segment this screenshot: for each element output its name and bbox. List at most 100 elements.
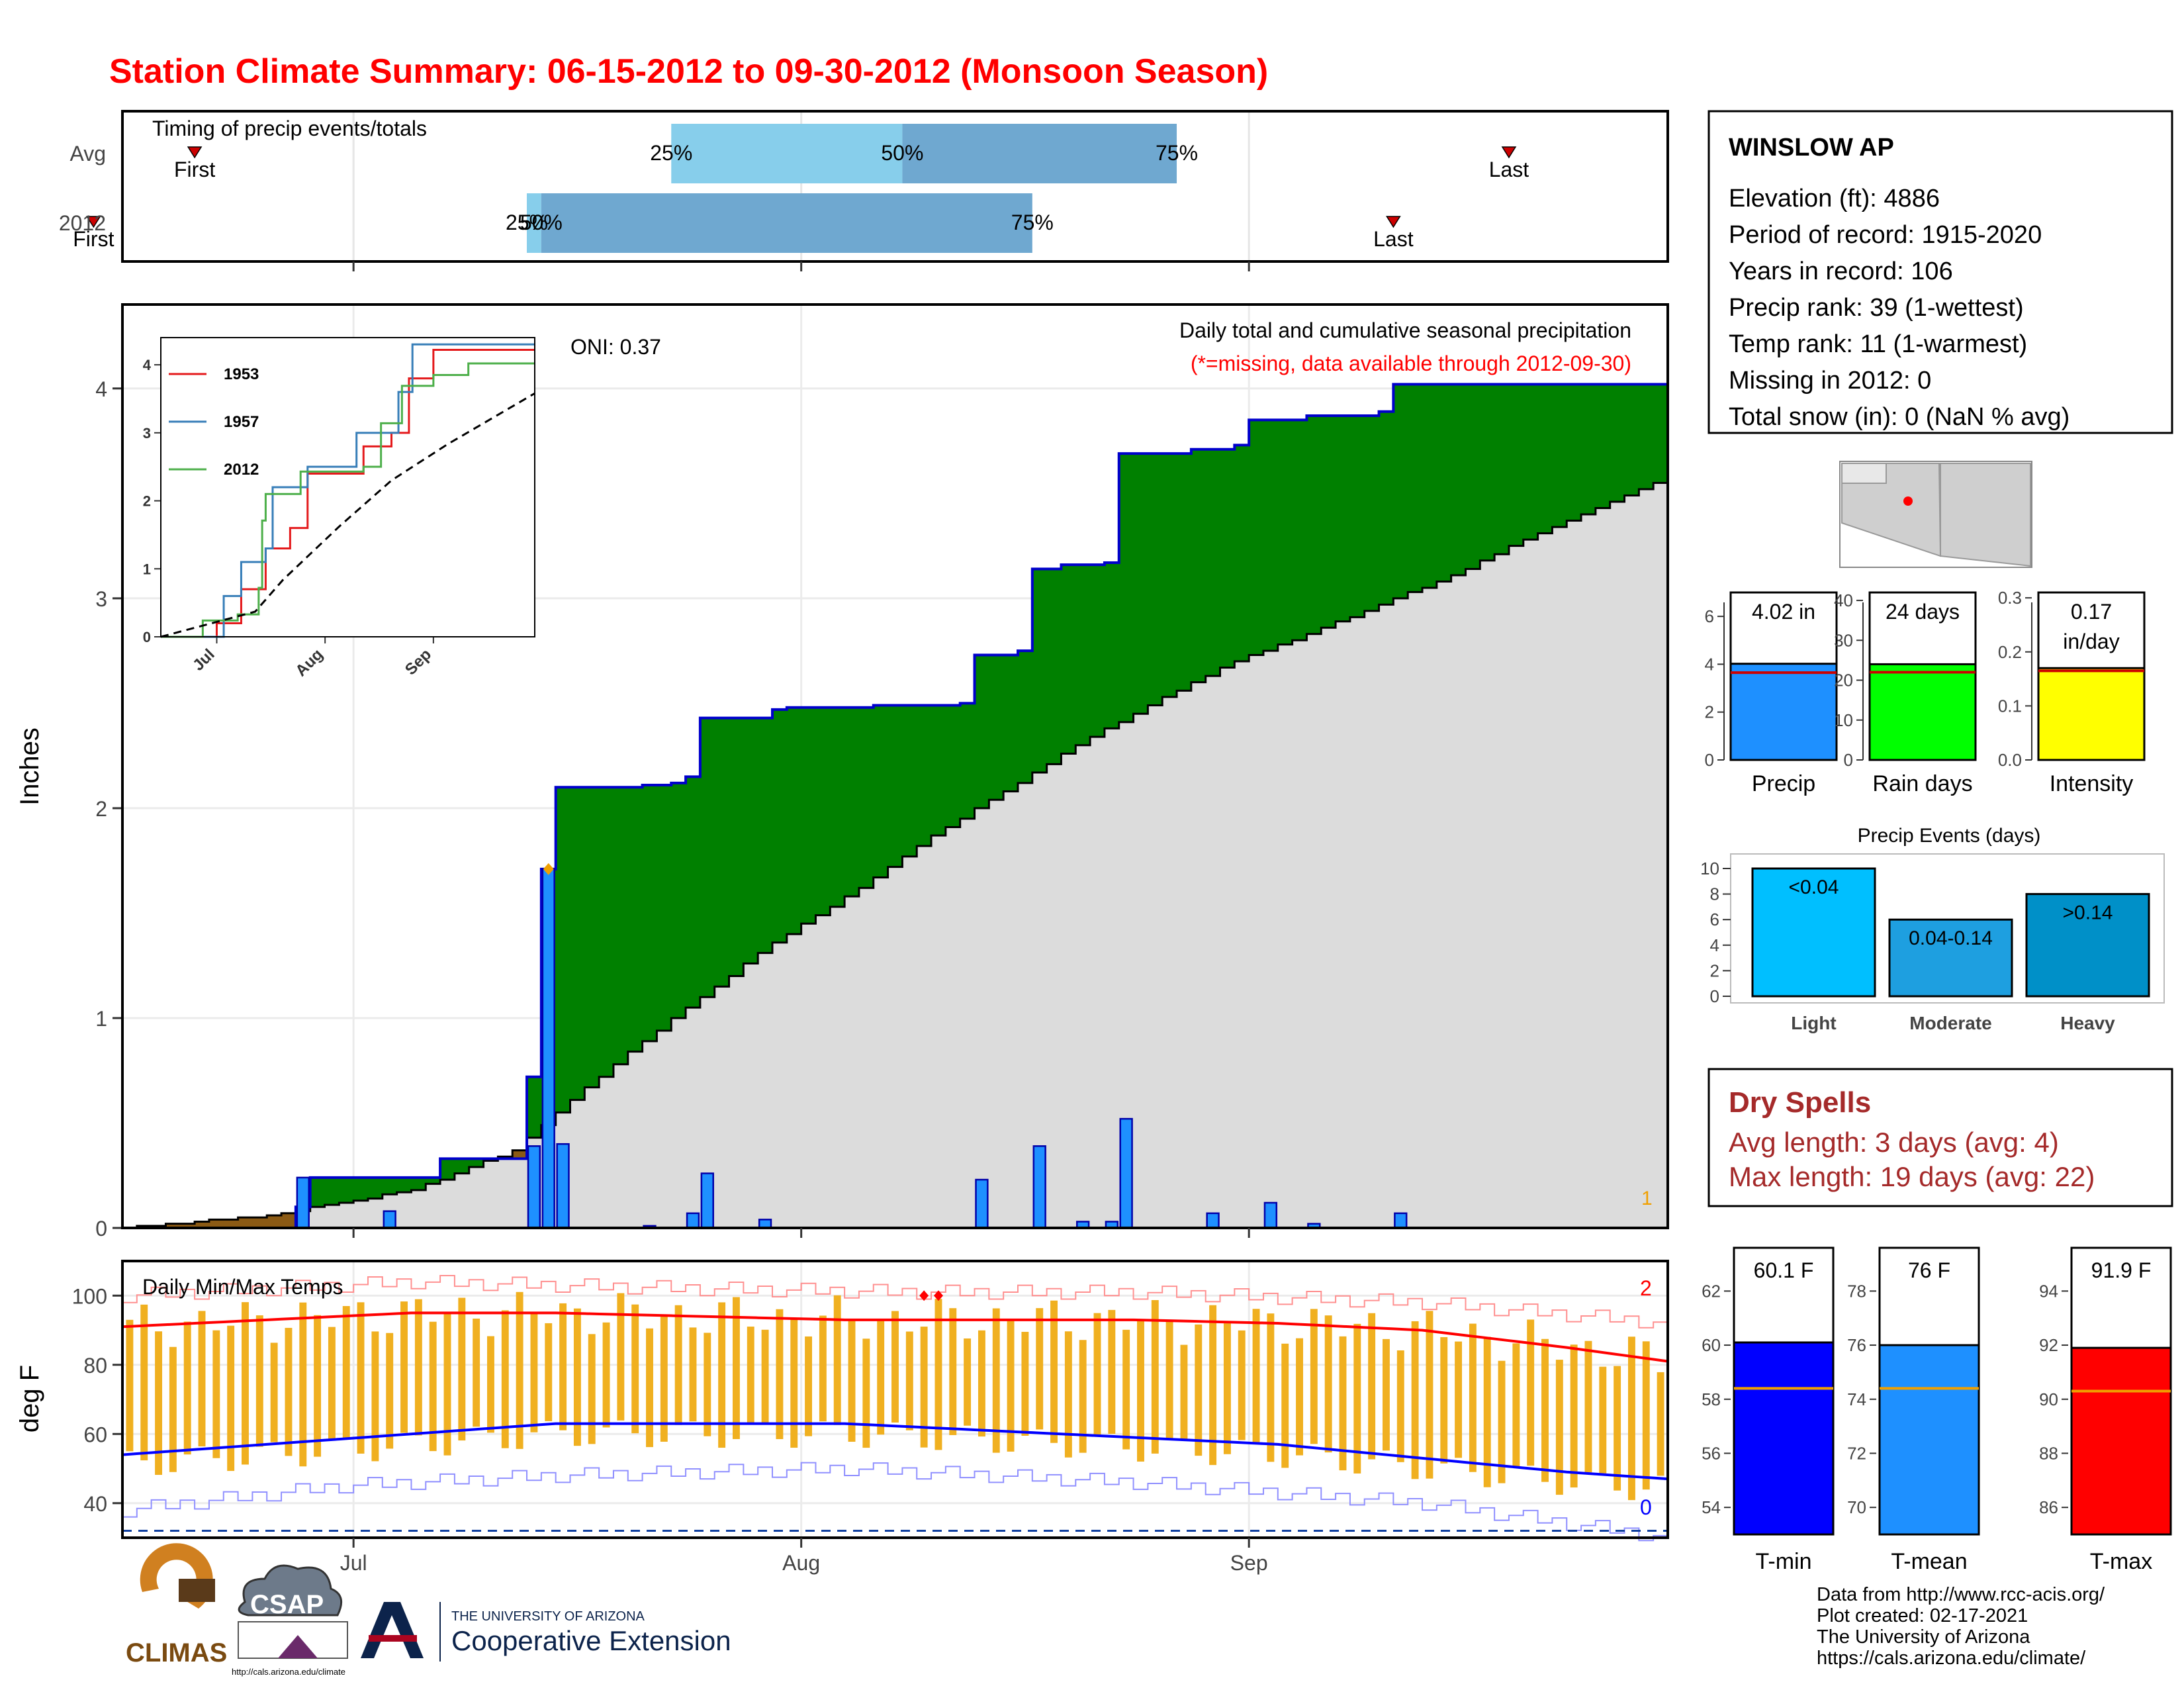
daily-temp-bar <box>1209 1305 1217 1466</box>
station-snow: Total snow (in): 0 (NaN % avg) <box>1729 403 2070 431</box>
daily-temp-bar <box>877 1319 885 1435</box>
daily-temp-bar <box>357 1302 365 1454</box>
inset-legend-label: 1953 <box>224 365 259 383</box>
daily-temp-bar <box>1353 1323 1361 1474</box>
above-normal-fill <box>858 707 874 888</box>
daily-temp-bar <box>559 1303 567 1430</box>
above-normal-fill <box>1162 453 1177 697</box>
daily-temp-bar <box>862 1338 870 1448</box>
daily-temp-bar <box>1238 1330 1246 1440</box>
below-normal-fill <box>223 1219 239 1228</box>
tbar-value-bar <box>1733 1341 1835 1536</box>
events-bar-label: <0.04 <box>1789 876 1839 898</box>
daily-temp-bar <box>1411 1321 1419 1479</box>
timing-first-label: First <box>73 227 114 251</box>
daily-temp-bar <box>1368 1313 1376 1460</box>
tbar-value-bar <box>1878 1344 1980 1536</box>
above-normal-fill <box>830 707 845 907</box>
daily-temp-bar <box>1657 1372 1664 1476</box>
tbar-ytick-label: 56 <box>1702 1443 1721 1463</box>
daily-temp-bar <box>1599 1366 1607 1474</box>
above-normal-fill <box>1118 453 1134 722</box>
temp-ytick-label: 80 <box>83 1354 107 1378</box>
above-normal-fill <box>1277 420 1293 645</box>
above-normal-fill <box>440 1158 455 1180</box>
tbar-ytick-label: 92 <box>2039 1335 2058 1355</box>
above-normal-fill <box>642 785 658 1041</box>
above-normal-fill <box>801 707 817 924</box>
daily-temp-bar <box>1180 1344 1188 1439</box>
daily-temp-bar <box>776 1309 784 1440</box>
daily-temp-bar <box>833 1295 841 1425</box>
daily-temp-bar <box>573 1308 581 1446</box>
mini-ytick-label: 6 <box>1705 606 1714 626</box>
above-normal-fill <box>411 1177 426 1190</box>
daily-temp-bar <box>516 1291 523 1449</box>
above-normal-fill <box>1494 384 1510 555</box>
tbar-ytick-label: 88 <box>2039 1443 2058 1463</box>
above-normal-fill <box>1451 384 1467 575</box>
above-normal-fill <box>1393 384 1408 598</box>
above-normal-fill <box>1508 384 1524 546</box>
above-normal-fill <box>1220 449 1235 668</box>
timing-last-label: Last <box>1373 227 1414 251</box>
daily-temp-bar <box>631 1304 639 1434</box>
above-normal-fill <box>1321 416 1336 628</box>
daily-temp-bar <box>1050 1300 1058 1443</box>
precip-ytick-label: 2 <box>95 797 107 821</box>
tbar-ytick-label: 94 <box>2039 1281 2058 1301</box>
above-normal-fill <box>686 776 701 1008</box>
above-normal-fill <box>367 1177 383 1199</box>
above-normal-fill <box>931 705 946 836</box>
mini-ytick-label: 10 <box>1834 710 1853 730</box>
temp-ytick-label: 60 <box>83 1423 107 1446</box>
daily-temp-bar <box>905 1331 913 1430</box>
daily-temp-bar <box>487 1336 494 1433</box>
mini-value-bar <box>1868 663 1977 761</box>
inset-ytick-label: 2 <box>143 493 151 510</box>
dry-spells-max: Max length: 19 days (avg: 22) <box>1729 1161 2095 1192</box>
daily-temp-bar <box>934 1299 942 1450</box>
tbar-ytick-label: 72 <box>1847 1443 1866 1463</box>
tbar-label: T-min <box>1756 1549 1812 1574</box>
mini-value-label: 24 days <box>1886 600 1960 624</box>
timing-box-upper <box>902 124 1177 183</box>
mini-value-unit: in/day <box>2063 630 2119 653</box>
tbar-ytick-label: 60 <box>1702 1335 1721 1355</box>
timing-p25-label: 25% <box>650 141 692 165</box>
dry-spells-avg: Avg length: 3 days (avg: 4) <box>1729 1127 2059 1158</box>
events-bar-label: 0.04-0.14 <box>1909 927 1993 949</box>
university-of-arizona-logo: THE UNIVERSITY OF ARIZONA Cooperative Ex… <box>361 1602 731 1662</box>
station-marker <box>1903 496 1913 506</box>
daily-precip-bar <box>686 1212 700 1229</box>
footer-credits: Data from http://www.rcc-acis.org/ Plot … <box>1817 1584 2105 1669</box>
daily-temp-bar <box>1642 1341 1650 1490</box>
temp-ytick-label: 100 <box>72 1284 107 1308</box>
below-normal-fill <box>195 1221 210 1228</box>
max-daily-marker <box>543 863 554 875</box>
inset-ytick-label: 4 <box>143 357 152 373</box>
events-bar-heavy <box>2025 893 2150 998</box>
above-normal-fill <box>917 705 932 846</box>
credit-url: https://cals.arizona.edu/climate/ <box>1817 1648 2086 1669</box>
timing-row-avg-label: Avg <box>69 142 106 165</box>
station-temp-rank: Temp rank: 11 (1-warmest) <box>1729 330 2027 358</box>
svg-text:http://cals.arizona.edu/climat: http://cals.arizona.edu/climate <box>232 1667 345 1677</box>
daily-temp-bar <box>674 1305 682 1425</box>
events-xtick-label: Light <box>1791 1013 1836 1033</box>
record-min-line <box>122 1462 1668 1542</box>
daily-temp-bar <box>1151 1300 1159 1454</box>
station-precip-rank: Precip rank: 39 (1-wettest) <box>1729 294 2024 322</box>
daily-temp-bar <box>1570 1344 1578 1488</box>
daily-temp-bar <box>704 1333 711 1436</box>
daily-temp-bar <box>242 1302 249 1465</box>
events-ytick-label: 4 <box>1710 935 1719 955</box>
daily-temp-bar <box>473 1318 480 1427</box>
above-normal-fill <box>657 785 672 1031</box>
above-normal-fill <box>844 707 860 897</box>
dry-spells-title: Dry Spells <box>1729 1086 1871 1119</box>
daily-temp-bar <box>227 1325 235 1472</box>
daily-temp-bar <box>458 1297 466 1441</box>
daily-temp-bar <box>414 1299 422 1436</box>
daily-temp-bar <box>588 1334 596 1444</box>
